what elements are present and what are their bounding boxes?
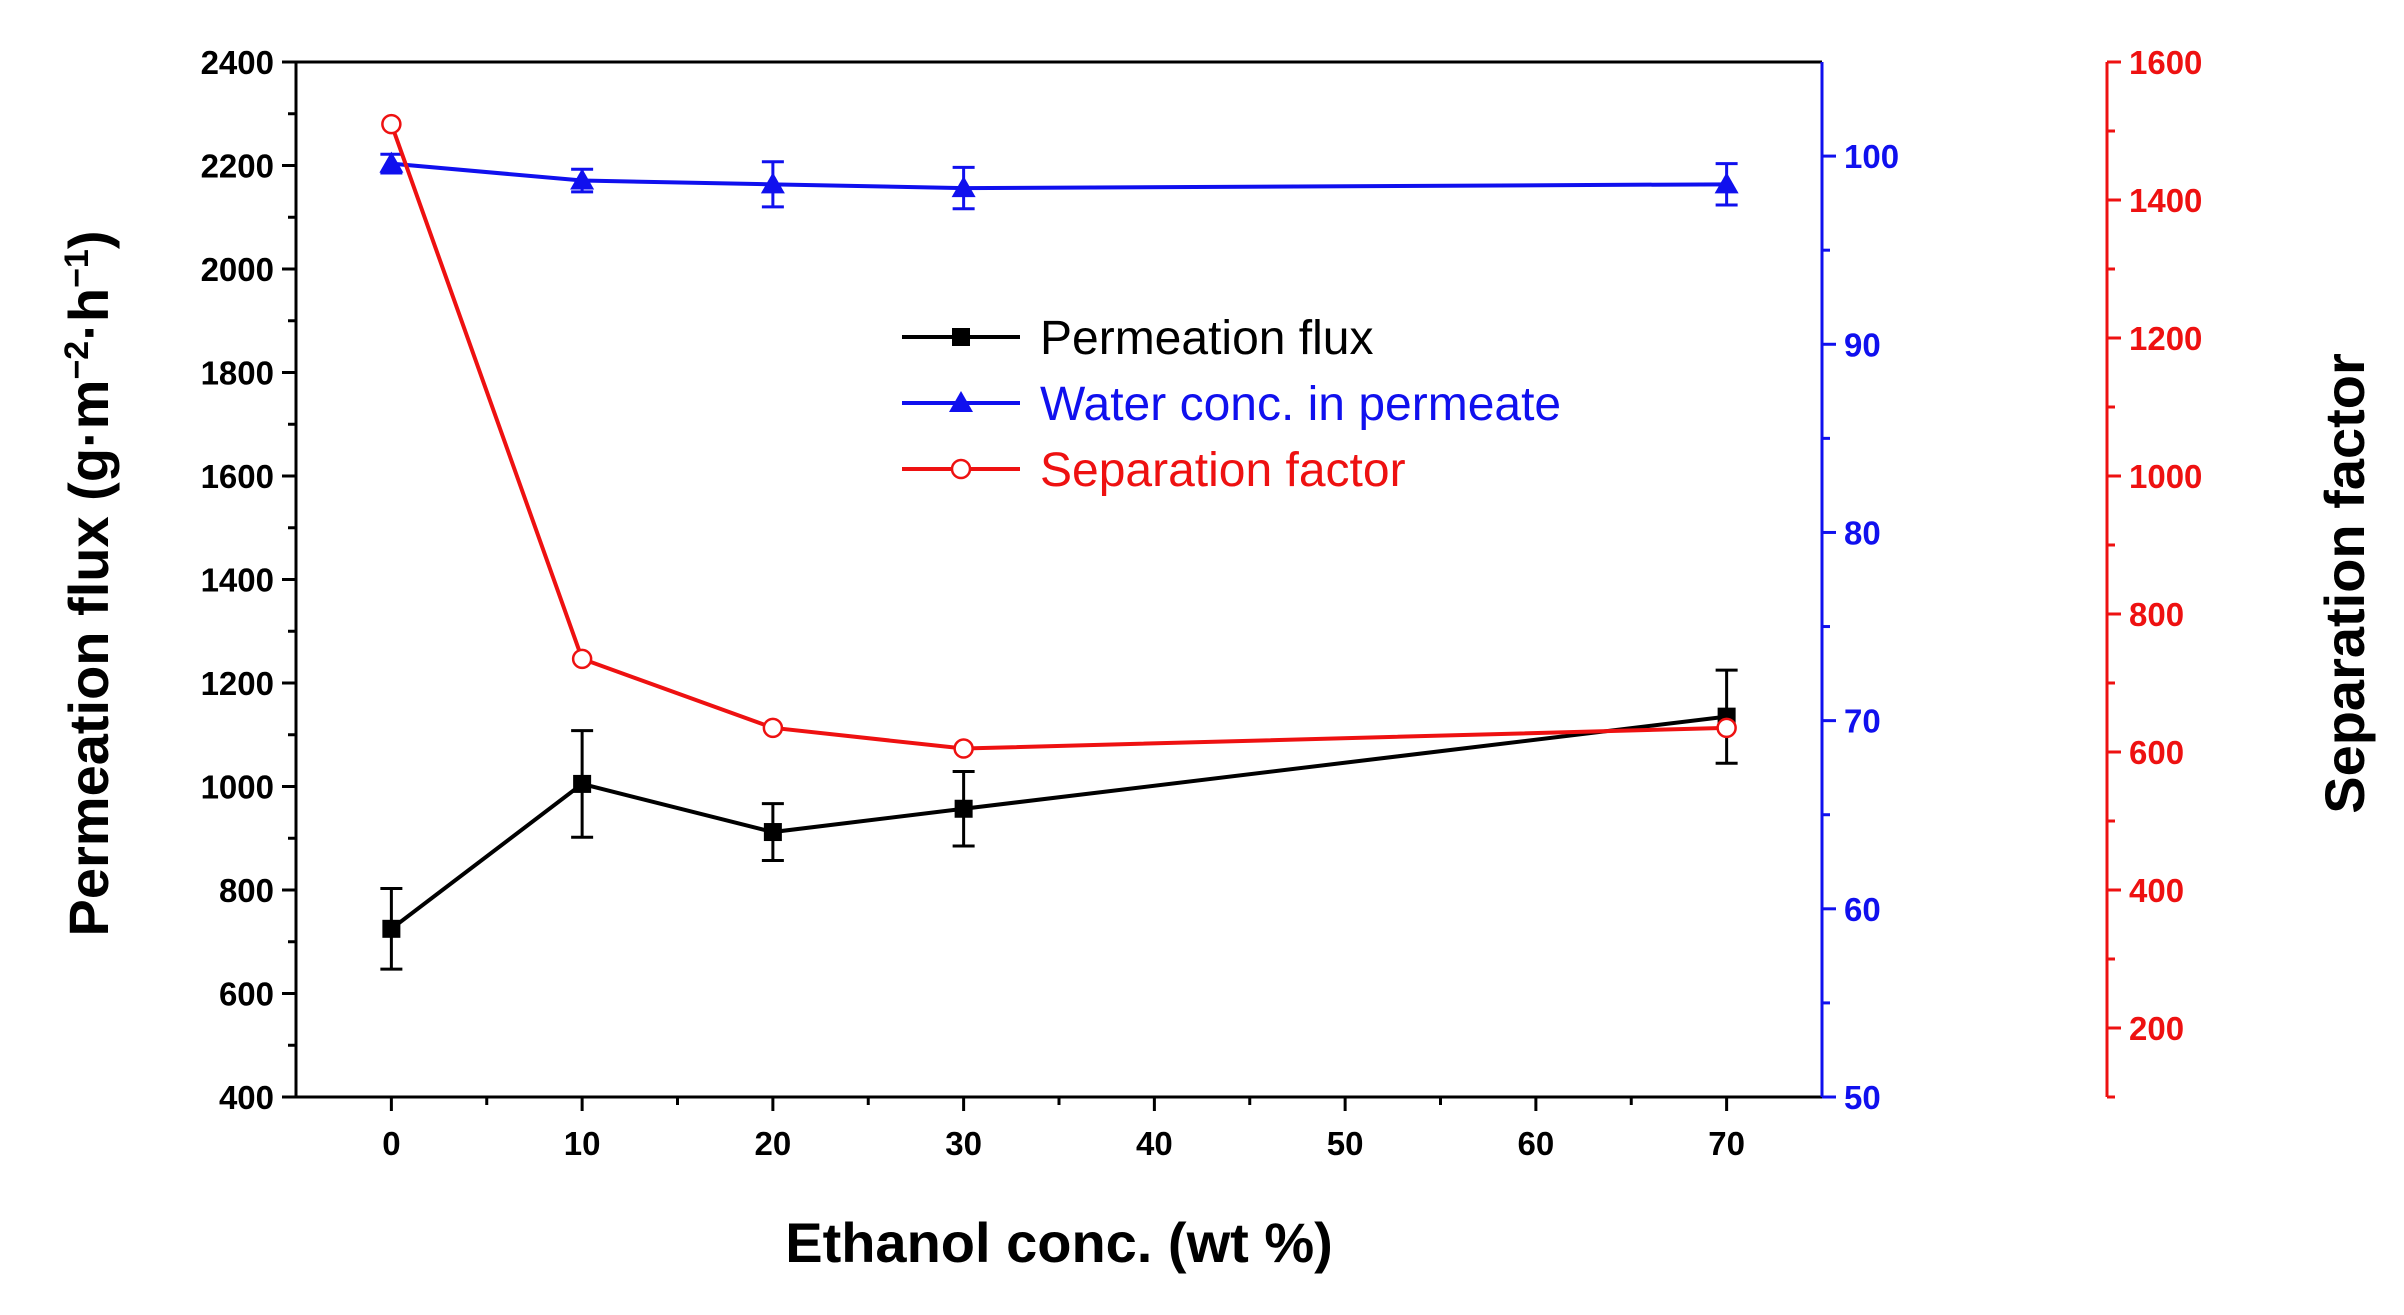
y-left-tick-label: 800 [219, 872, 274, 909]
legend-label: Permeation flux [1040, 312, 1374, 365]
data-point [381, 113, 402, 135]
y-left-title-part: Permeation flux (g·m [57, 380, 120, 937]
data-point [760, 172, 785, 194]
y-left-tick-label: 1200 [201, 665, 274, 702]
series-permeation-flux [380, 668, 1738, 971]
y-left-tick-label: 1800 [201, 355, 274, 392]
x-tick-label: 0 [382, 1125, 400, 1162]
y-left-title-part: ·h [57, 288, 120, 341]
y-right2-tick-label: 1000 [2129, 458, 2202, 495]
y-right2-tick-label: 1400 [2129, 182, 2202, 219]
y-left-tick-label: 2200 [201, 148, 274, 185]
data-point [951, 176, 976, 198]
data-point [573, 774, 592, 793]
x-tick-label: 70 [1708, 1125, 1745, 1162]
data-point [1716, 717, 1737, 739]
y-left-tick-label: 600 [219, 976, 274, 1013]
y-right1-tick-label: 90 [1844, 326, 1881, 363]
series-line [391, 161, 1727, 191]
series-line [389, 123, 1727, 751]
x-tick-label: 10 [564, 1125, 601, 1162]
data-point [954, 799, 973, 818]
y-left-title-part: ) [57, 230, 120, 249]
data-point [571, 648, 593, 670]
data-point [953, 738, 974, 759]
y-right2-tick-label: 200 [2129, 1010, 2184, 1047]
y-left-axis-title: Permeation flux (g·m−2·h−1) [57, 230, 120, 936]
data-point [762, 717, 784, 739]
x-tick-label: 60 [1518, 1125, 1555, 1162]
x-tick-label: 50 [1327, 1125, 1364, 1162]
y-left-tick-label: 400 [219, 1079, 274, 1116]
data-point [1714, 172, 1739, 194]
x-tick-label: 20 [755, 1125, 792, 1162]
y-right1-tick-label: 100 [1844, 138, 1899, 175]
series-separation-factor [381, 113, 1737, 759]
y-right2-tick-label: 1200 [2129, 320, 2202, 357]
y-left-tick-label: 2400 [201, 44, 274, 81]
legend-marker [949, 391, 973, 412]
y-left-tick-label: 2000 [201, 251, 274, 288]
y-right1-tick-label: 60 [1844, 891, 1881, 928]
y-right2-tick-label: 400 [2129, 872, 2184, 909]
y-right1-tick-label: 50 [1844, 1079, 1881, 1116]
legend: Permeation flux Water conc. in permeate Se… [902, 312, 1561, 497]
legend-marker [952, 328, 970, 346]
y-left-tick-label: 1000 [201, 769, 274, 806]
y-right2-tick-label: 1600 [2129, 44, 2202, 81]
legend-label: Water conc. in permeate [1040, 378, 1561, 431]
y-right2-axis-title: Separation factor [2313, 353, 2376, 814]
data-point [382, 919, 401, 938]
legend-marker [950, 458, 972, 480]
y-left-title-superscript: −1 [58, 249, 96, 288]
y-left-tick-label: 1600 [201, 458, 274, 495]
y-right2-tick-label: 800 [2129, 596, 2184, 633]
x-axis-title: Ethanol conc. (wt %) [785, 1211, 1333, 1274]
data-point [379, 151, 404, 173]
series-line [390, 714, 1727, 931]
y-right1-tick-label: 80 [1844, 514, 1881, 551]
y-right2-tick-label: 600 [2129, 734, 2184, 771]
data-point [763, 823, 782, 842]
series-water-conc-in-permeate [379, 151, 1739, 211]
legend-label: Separation factor [1040, 444, 1406, 497]
y-left-tick-label: 1400 [201, 562, 274, 599]
x-tick-label: 40 [1136, 1125, 1173, 1162]
y-right1-tick-label: 70 [1844, 703, 1881, 740]
x-tick-label: 30 [945, 1125, 982, 1162]
data-point [570, 168, 595, 190]
y-left-title-superscript: −2 [58, 341, 96, 380]
